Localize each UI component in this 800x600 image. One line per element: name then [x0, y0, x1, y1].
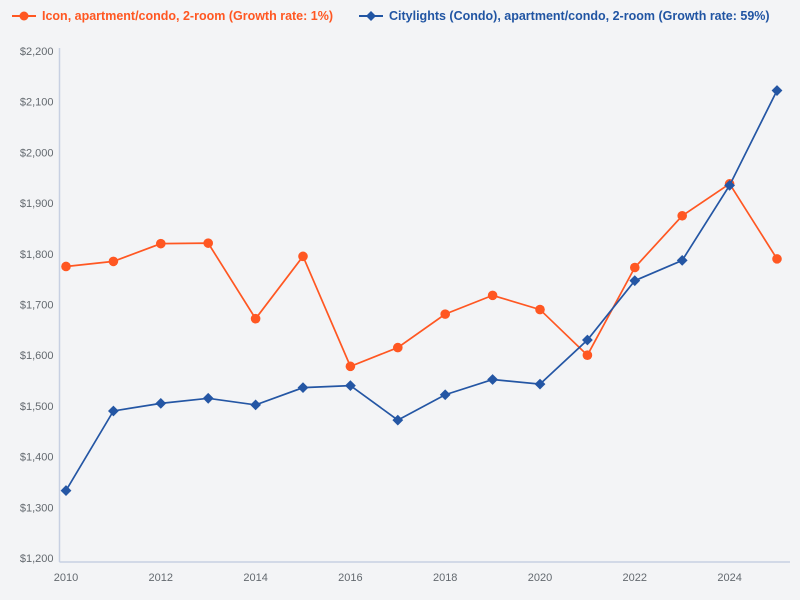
data-point-diamond — [487, 374, 498, 385]
data-point-diamond — [629, 275, 641, 287]
data-point-diamond — [250, 399, 261, 411]
data-point-circle — [393, 342, 403, 353]
data-point-diamond — [439, 389, 451, 401]
x-tick-label: 2020 — [528, 572, 552, 584]
data-point-circle — [630, 262, 640, 273]
y-tick-label: $2,000 — [20, 147, 54, 159]
y-tick-label: $1,400 — [20, 452, 54, 464]
x-tick-label: 2012 — [149, 572, 173, 584]
data-point-diamond — [155, 397, 167, 409]
data-point-diamond — [534, 378, 546, 390]
legend-label-icon-series: Icon, apartment/condo, 2-room (Growth ra… — [42, 9, 333, 23]
x-tick-label: 2018 — [433, 572, 457, 584]
data-point-diamond — [724, 179, 735, 191]
data-point-circle — [61, 261, 71, 272]
y-tick-label: $1,200 — [20, 553, 54, 565]
data-point-diamond — [582, 334, 593, 346]
legend-diamond-marker-icon — [359, 11, 383, 21]
data-point-circle — [582, 350, 593, 361]
data-point-circle — [677, 210, 687, 221]
data-point-diamond — [676, 254, 688, 266]
data-point-diamond — [202, 392, 214, 404]
x-tick-label: 2024 — [717, 572, 741, 584]
data-point-diamond — [297, 382, 309, 394]
data-point-circle — [535, 304, 545, 315]
data-point-diamond — [345, 380, 356, 392]
x-tick-label: 2022 — [623, 572, 647, 584]
data-point-diamond — [771, 85, 783, 96]
x-tick-label: 2014 — [243, 572, 267, 584]
legend-circle-marker-icon — [12, 11, 36, 21]
data-point-circle — [298, 251, 308, 262]
series-line-diamond — [65, 90, 778, 492]
y-tick-label: $1,800 — [20, 249, 54, 261]
y-tick-label: $1,500 — [20, 401, 54, 413]
y-tick-label: $1,700 — [20, 300, 54, 312]
data-point-diamond — [60, 485, 72, 496]
legend-item-icon-series[interactable]: Icon, apartment/condo, 2-room (Growth ra… — [12, 9, 333, 23]
chart-legend: Icon, apartment/condo, 2-room (Growth ra… — [12, 6, 788, 26]
legend-item-citylights-series[interactable]: Citylights (Condo), apartment/condo, 2-r… — [359, 9, 770, 23]
x-tick-label: 2016 — [338, 572, 362, 584]
data-point-circle — [345, 361, 356, 372]
y-tick-label: $2,100 — [20, 97, 54, 109]
data-point-circle — [250, 313, 261, 324]
data-point-circle — [772, 254, 782, 264]
data-point-circle — [487, 290, 498, 301]
data-point-circle — [203, 238, 213, 248]
data-point-diamond — [108, 405, 119, 417]
data-point-circle — [440, 309, 451, 319]
series-line-circle — [65, 182, 778, 368]
x-tick-label: 2010 — [54, 572, 78, 584]
data-point-circle — [156, 238, 166, 249]
y-tick-label: $1,300 — [20, 502, 54, 514]
y-tick-label: $2,200 — [20, 46, 54, 58]
y-tick-label: $1,900 — [20, 198, 54, 210]
data-point-circle — [108, 256, 119, 267]
legend-label-citylights-series: Citylights (Condo), apartment/condo, 2-r… — [389, 9, 770, 23]
data-point-diamond — [392, 414, 404, 426]
y-tick-label: $1,600 — [20, 350, 54, 362]
